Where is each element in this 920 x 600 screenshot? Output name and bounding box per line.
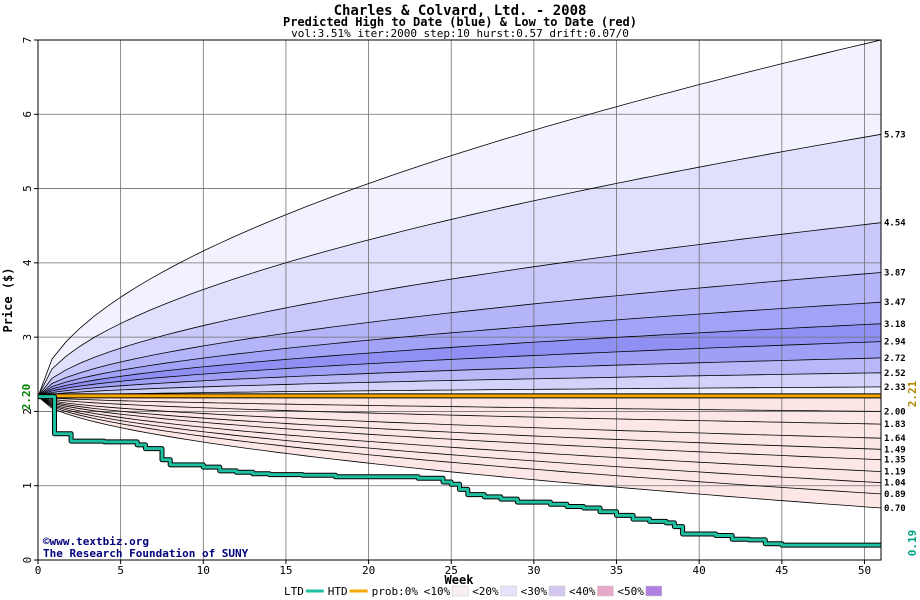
legend-label: <20% [472,585,499,598]
low-boundary-line-2 [37,396,882,439]
x-tick-label: 25 [445,564,458,577]
legend-label: LTD [284,585,304,598]
band-end-label: 4.54 [884,219,906,229]
high-boundary-line-7 [37,357,882,397]
legend-label: HTD [328,585,348,598]
low-boundary-line-1 [37,396,882,425]
high-boundary-line-4 [37,301,882,397]
high-band-3 [38,272,881,397]
band-end-label: 2.52 [884,369,906,379]
low-boundary-line-4 [37,396,882,461]
x-tick-label: 45 [775,564,788,577]
band-end-label: 2.00 [884,407,906,417]
x-tick-label: 40 [693,564,706,577]
start-price-label: 2.20 [20,384,33,411]
plot-frame [37,39,882,561]
low-boundary-line-5 [37,396,882,472]
high-boundary-line-2 [37,222,882,397]
band-end-label: 1.49 [884,445,906,455]
band-boundary-lines [37,39,882,509]
y-tick-label: 3 [21,334,34,341]
x-axis-ticks: 0 5 10 15 20 25 30 35 40 45 50 [35,560,871,577]
chart-title: Charles & Colvard, Ltd. - 2008 [334,3,587,19]
band-end-label: 2.33 [884,383,906,393]
legend: LTD HTD prob:0% <10% <20% <30% <40% <50% [284,585,663,598]
band-end-label: 5.73 [884,130,906,140]
y-tick-label: 7 [21,37,34,44]
band-end-label: 0.70 [884,504,906,514]
current-high-label: 2.21 [906,380,919,407]
chart-subtitle: Predicted High to Date (blue) & Low to D… [283,15,637,29]
high-band-2 [38,222,881,397]
x-tick-label: 50 [858,564,871,577]
high-boundary-line-5 [37,323,882,397]
low-boundary-line-3 [37,396,882,450]
band-end-label: 1.35 [884,456,906,466]
band-end-label: 2.72 [884,354,906,364]
high-boundary-line-0 [37,39,882,397]
band-end-label: 3.47 [884,298,906,308]
high-band-6 [38,341,881,397]
band-end-label: 0.89 [884,490,906,500]
high-band-1 [38,134,881,397]
low-band-8 [38,396,881,508]
legend-label: <30% [521,585,548,598]
credit-organization: The Research Foundation of SUNY [43,547,249,560]
ltd-line [38,395,881,547]
credit-website: ©www.textbiz.org [43,535,149,548]
x-tick-label: 0 [35,564,42,577]
high-boundary-line-3 [37,272,882,397]
y-tick-label: 1 [21,482,34,489]
legend-swatch-box [500,585,517,597]
low-boundary-line-0 [37,396,882,412]
band-end-label: 1.19 [884,468,906,478]
band-end-label: 3.87 [884,269,906,279]
y-tick-label: 5 [21,185,34,192]
legend-swatch-box [451,585,469,597]
legend-swatch-box [597,585,614,597]
high-boundary-line-1 [37,133,882,397]
band-end-label: 2.94 [884,338,906,348]
legend-swatch-box [548,585,566,597]
y-axis-label: Price ($) [1,267,15,332]
x-tick-label: 5 [117,564,124,577]
high-band-7 [38,357,881,397]
probability-bands [38,40,881,508]
high-boundary-line-6 [37,341,882,397]
legend-label: <50% [617,585,644,598]
band-end-label: 1.83 [884,420,906,430]
high-boundary-line-8 [37,372,882,397]
y-tick-label: 2 [21,408,34,415]
low-boundary-line-8 [37,396,882,509]
y-tick-label: 4 [21,259,34,266]
low-boundary-line-6 [37,396,882,484]
y-tick-label: 0 [21,557,34,564]
final-low-label: 0.19 [906,530,919,557]
y-axis-ticks: 0 1 2 3 4 5 6 7 [21,37,38,564]
band-end-label: 1.04 [884,479,906,489]
legend-label: <40% [569,585,596,598]
x-axis-label: Week [445,573,475,587]
high-band-0 [38,40,881,397]
legend-swatch-box [645,585,663,597]
x-tick-label: 30 [527,564,540,577]
x-tick-label: 20 [362,564,375,577]
band-end-labels: 5.73 4.54 3.87 3.47 3.18 2.94 2.72 2.52 2.33 2.00… [884,130,906,514]
high-band-4 [38,302,881,397]
band-end-label: 3.18 [884,320,906,330]
x-tick-label: 10 [197,564,210,577]
legend-label: <10% [424,585,451,598]
high-band-5 [38,323,881,397]
x-tick-label: 15 [279,564,292,577]
y-tick-label: 6 [21,111,34,118]
x-tick-label: 35 [610,564,623,577]
chart-parameters: vol:3.51% iter:2000 step:10 hurst:0.57 d… [291,27,629,40]
high-band-8 [38,372,881,397]
series-lines [38,393,881,548]
low-boundary-line-7 [37,396,882,495]
legend-label: prob:0% [372,585,419,598]
band-end-label: 1.64 [884,434,906,444]
high-boundary-line-9 [37,386,882,397]
